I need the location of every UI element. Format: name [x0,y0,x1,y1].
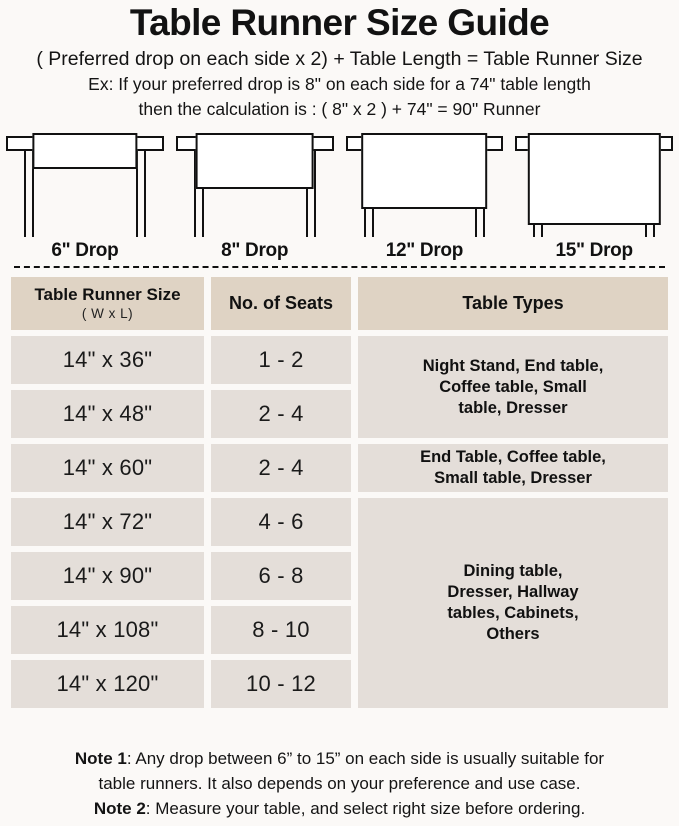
table-type-line: tables, Cabinets, [447,604,579,622]
table-diagram [0,131,170,239]
formula-text: ( Preferred drop on each side x 2) + Tab… [36,48,643,70]
table-diagram [170,131,340,239]
table-type-line: Coffee table, Small [439,377,587,396]
table-leg-left [193,149,204,237]
drop-label: 12" Drop [385,240,464,261]
column-runner-size: Table Runner Size ( W x L) 14" x 36" 14" … [11,277,204,714]
note-line: Note 1: Any drop between 6” to 15” on ea… [6,746,673,771]
runner-size-cell: 14" x 108" [11,606,204,654]
runner-size-cell: 14" x 48" [11,390,204,438]
table-type-line: Dresser, Hallway [447,583,579,601]
page-title: Table Runner Size Guide [129,2,550,43]
column-table-types: Table Types Night Stand, End table, Coffe… [358,277,668,714]
header-seats-label: No. of Seats [228,293,334,313]
dashed-divider [14,266,665,268]
table-type-cell: Dining table, Dresser, Hallway tables, Cab… [358,498,668,708]
runner-size-cell: 14" x 72" [11,498,204,546]
table-type-line: Dining table, [463,562,563,580]
drop-label: 15" Drop [555,240,633,261]
note-text: : Any drop between 6” to 15” on each sid… [126,749,605,768]
notes: Note 1: Any drop between 6” to 15” on ea… [0,746,679,821]
note-label: Note 2 [93,799,146,818]
table-leg-right [135,149,146,237]
table-runner-drape [361,133,488,209]
note-line: table runners. It also depends on your p… [6,771,673,796]
example-line-2: then the calculation is : ( 8" x 2 ) + 7… [138,99,541,119]
runner-size-cell: 14" x 60" [11,444,204,492]
table-type-line: End Table, Coffee table, [420,448,606,466]
table-type-line: Small table, Dresser [434,469,592,487]
seats-cell: 4 - 6 [211,498,351,546]
seats-cell: 6 - 8 [211,552,351,600]
column-seats: No. of Seats 1 - 2 2 - 4 2 - 4 4 - 6 6 - 8 8 … [211,277,351,714]
table-leg-right [305,149,316,237]
table-diagram [340,131,510,239]
note-line: Note 2: Measure your table, and select r… [6,796,673,821]
table-type-line: Others [486,625,540,643]
header: Table Runner Size Guide ( Preferred drop… [0,0,679,122]
table-type-cell: End Table, Coffee table, Small table, Dre… [358,444,668,492]
header-table-types: Table Types [358,277,668,330]
table-leg-left [24,149,34,237]
note-text: table runners. It also depends on your p… [98,774,581,793]
header-runner-size-sublabel: ( W x L) [81,306,134,321]
table-runner-drape [32,133,138,169]
note-text: : Measure your table, and select right s… [145,799,586,818]
header-table-types-label: Table Types [462,293,564,313]
drop-label: 8" Drop [221,240,289,261]
drop-label: 6" Drop [51,240,119,261]
table-runner-drape [195,133,315,189]
table-type-line: table, Dresser [458,398,568,417]
drop-diagrams [0,131,679,239]
runner-size-cell: 14" x 36" [11,336,204,384]
size-table: Table Runner Size ( W x L) 14" x 36" 14" … [0,277,679,714]
seats-cell: 1 - 2 [211,336,351,384]
seats-cell: 10 - 12 [211,660,351,708]
example-line-1: Ex: If your preferred drop is 8" on each… [88,74,591,94]
runner-size-cell: 14" x 90" [11,552,204,600]
drop-labels: 6" Drop 8" Drop 12" Drop 15" Drop [0,240,679,262]
note-label: Note 1 [74,749,127,768]
table-runner-drape [527,133,661,225]
header-seats: No. of Seats [211,277,351,330]
table-diagram [509,131,679,239]
seats-cell: 2 - 4 [211,390,351,438]
header-runner-size: Table Runner Size ( W x L) [11,277,204,330]
header-runner-size-label: Table Runner Size [34,285,181,304]
seats-cell: 2 - 4 [211,444,351,492]
table-type-cell: Night Stand, End table, Coffee table, Sma… [358,336,668,438]
runner-size-cell: 14" x 120" [11,660,204,708]
table-type-line: Night Stand, End table, [422,356,604,375]
seats-cell: 8 - 10 [211,606,351,654]
